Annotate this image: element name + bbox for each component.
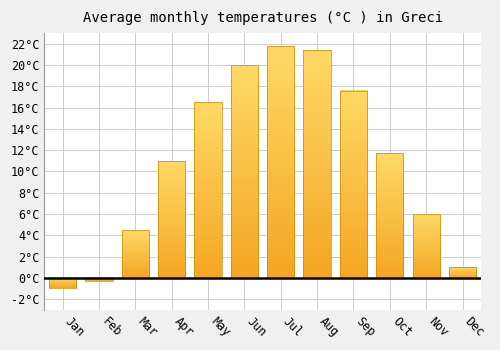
Bar: [376, 153, 404, 278]
Bar: [304, 50, 331, 278]
Bar: [122, 230, 149, 278]
Bar: [412, 214, 440, 278]
Bar: [49, 278, 76, 288]
Bar: [340, 91, 367, 278]
Bar: [449, 267, 476, 278]
Bar: [158, 161, 186, 278]
Title: Average monthly temperatures (°C ) in Greci: Average monthly temperatures (°C ) in Gr…: [82, 11, 442, 25]
Bar: [267, 46, 294, 278]
Bar: [86, 278, 112, 281]
Bar: [194, 102, 222, 278]
Bar: [231, 65, 258, 278]
